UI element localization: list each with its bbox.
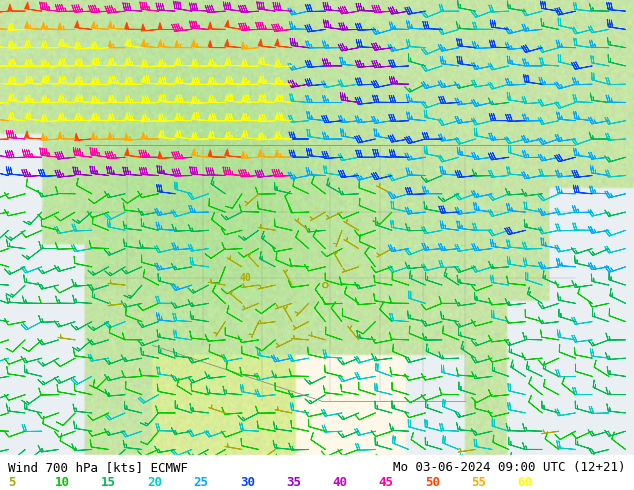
Text: 55: 55 [471,476,486,490]
Text: 50: 50 [425,476,440,490]
Text: 45: 45 [378,476,394,490]
Text: 25: 25 [193,476,209,490]
Text: 15: 15 [101,476,116,490]
Text: 30: 30 [240,476,255,490]
Bar [0,455,634,490]
Text: 10: 10 [55,476,70,490]
Text: 35: 35 [286,476,301,490]
Text: 20: 20 [147,476,162,490]
Text: Mo 03-06-2024 09:00 UTC (12+21): Mo 03-06-2024 09:00 UTC (12+21) [393,461,626,473]
Text: 5: 5 [8,476,16,490]
Text: 60: 60 [517,476,533,490]
Text: 40: 40 [332,476,347,490]
Text: 40: 40 [239,273,251,283]
Text: Wind 700 hPa [kts] ECMWF: Wind 700 hPa [kts] ECMWF [8,461,188,473]
